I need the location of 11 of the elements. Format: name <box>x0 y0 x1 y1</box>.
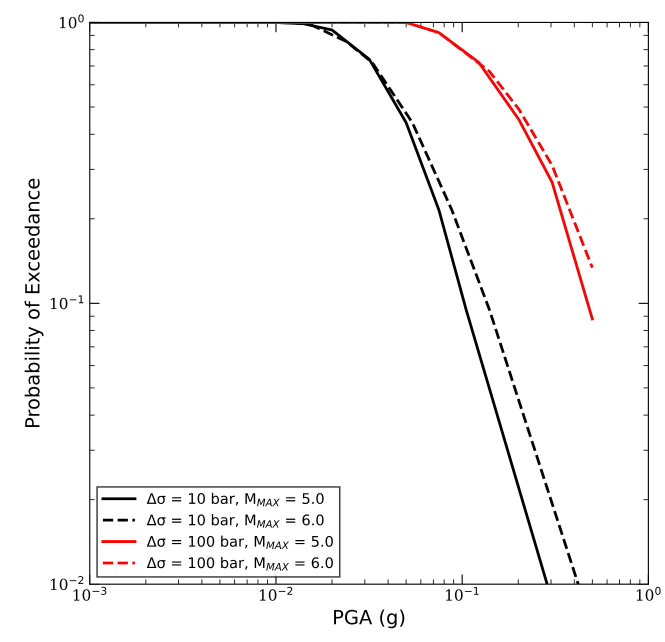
y-axis-title: Probability of Exceedance <box>24 178 44 428</box>
legend-label: Δσ = 100 bar, M$_{MAX}$ = 6.0 <box>146 556 333 570</box>
legend-label: Δσ = 10 bar, M$_{MAX}$ = 5.0 <box>146 492 324 506</box>
x-tick-label: 10$^{0}$ <box>636 586 661 601</box>
y-tick-label: 10$^{−1}$ <box>50 295 84 310</box>
legend-label: Δσ = 100 bar, M$_{MAX}$ = 5.0 <box>146 536 333 550</box>
legend-label: Δσ = 10 bar, M$_{MAX}$ = 6.0 <box>146 514 324 528</box>
x-tick-label: 10$^{−1}$ <box>446 586 479 601</box>
x-axis-title: PGA (g) <box>334 609 404 628</box>
x-tick-label: 10$^{−2}$ <box>260 586 292 601</box>
y-tick-label: 10$^{0}$ <box>60 14 84 28</box>
